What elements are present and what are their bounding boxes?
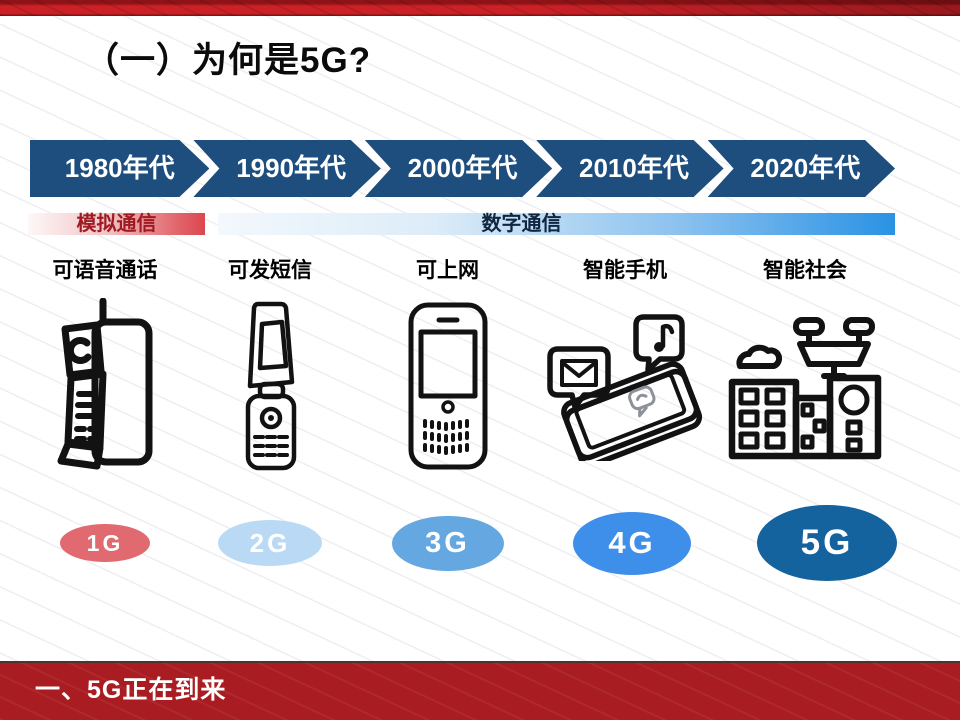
top-accent-bar bbox=[0, 0, 960, 16]
feature-label-voice: 可语音通话 bbox=[52, 259, 158, 282]
timeline-chevron-1980s: 1980年代 bbox=[30, 140, 209, 197]
footer-section-title: 一、5G正在到来 bbox=[35, 676, 227, 704]
badge-3g: 3G bbox=[391, 515, 504, 571]
analog-communication-band: 模拟通信 bbox=[28, 213, 205, 235]
feature-label-smartphone: 智能手机 bbox=[583, 259, 667, 282]
timeline-chevron-1990s: 1990年代 bbox=[193, 140, 380, 197]
device-icons-row bbox=[30, 287, 895, 485]
brick-phone-icon bbox=[45, 298, 165, 474]
timeline-chevron-2010s: 2010年代 bbox=[536, 140, 723, 197]
feature-label-sms: 可发短信 bbox=[228, 259, 312, 282]
badge-1g: 1G bbox=[60, 524, 150, 562]
flip-phone-icon bbox=[224, 298, 316, 474]
decade-timeline: 1980年代 1990年代 2000年代 2010年代 2020年代 bbox=[30, 140, 895, 197]
feature-label-internet: 可上网 bbox=[416, 259, 479, 282]
digital-communication-band: 数字通信 bbox=[218, 213, 895, 235]
badge-4g: 4G bbox=[573, 511, 691, 575]
feature-labels-row: 可语音通话 可发短信 可上网 智能手机 智能社会 bbox=[30, 254, 895, 284]
badge-2g: 2G bbox=[218, 520, 322, 566]
smart-city-icon bbox=[726, 312, 884, 460]
timeline-chevron-2020s: 2020年代 bbox=[708, 140, 895, 197]
qwerty-phone-icon bbox=[398, 300, 498, 472]
generation-badges-row: 1G 2G 3G 4G 5G bbox=[30, 497, 897, 589]
badge-5g: 5G bbox=[757, 505, 897, 581]
smartphone-apps-icon bbox=[542, 311, 708, 461]
timeline-chevron-2000s: 2000年代 bbox=[365, 140, 552, 197]
feature-label-smart-society: 智能社会 bbox=[763, 259, 847, 282]
page-title: （一）为何是5G? bbox=[84, 41, 372, 80]
footer-bar: 一、5G正在到来 bbox=[0, 661, 960, 720]
